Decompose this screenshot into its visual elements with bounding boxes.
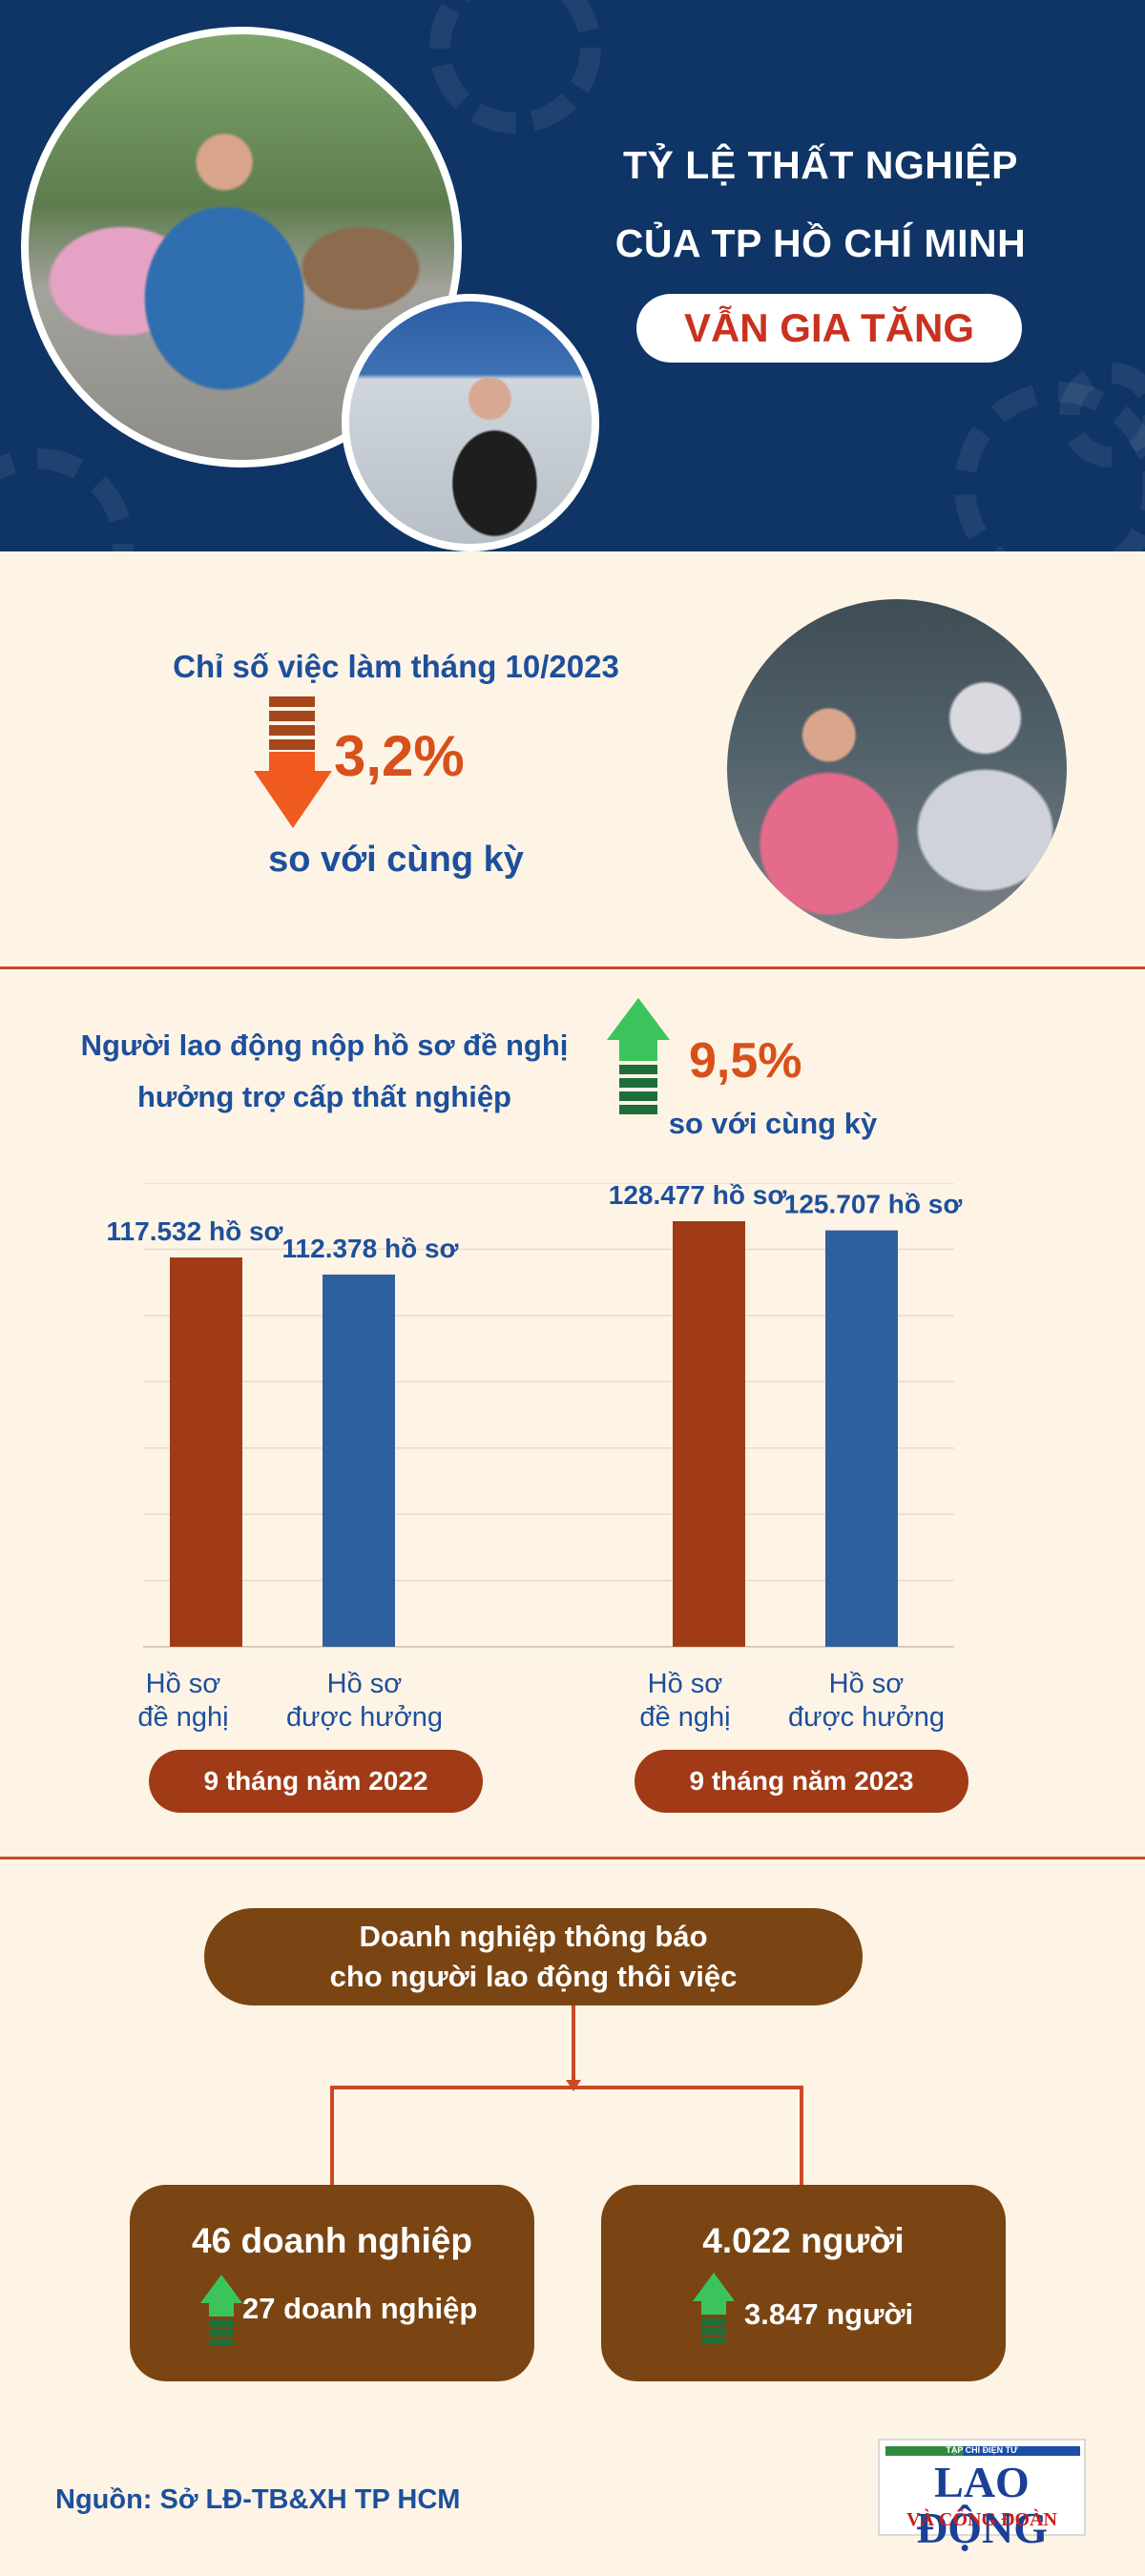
bar-value-label: 125.707 hồ sơ xyxy=(784,1190,963,1219)
bar-duoc-huong-1 xyxy=(825,1230,898,1647)
gear-decoration xyxy=(0,448,134,551)
source-note: Nguồn: Sở LĐ-TB&XH TP HCM xyxy=(55,2484,461,2515)
bar-value-label: 128.477 hồ sơ xyxy=(609,1183,787,1210)
businesses-previous: 27 doanh nghiệp xyxy=(242,2292,478,2325)
section-divider xyxy=(0,1857,1145,1859)
connector-line xyxy=(800,2086,803,2185)
claims-title-line1: Người lao động nộp hồ sơ đề nghị xyxy=(80,1028,569,1062)
bar-category-label: Hồ sơ được hưởng xyxy=(286,1669,443,1733)
group-label-2023: 9 tháng năm 2023 xyxy=(635,1750,968,1813)
header-banner: TỶ LỆ THẤT NGHIỆP CỦA TP HỒ CHÍ MINH VẪN… xyxy=(0,0,1145,551)
bar-de-nghi-1 xyxy=(673,1221,745,1647)
connector-line xyxy=(330,2086,334,2185)
businesses-stat-box: 46 doanh nghiệp 27 doanh nghiệp xyxy=(130,2185,534,2381)
chart-svg: 117.532 hồ sơ 128.477 hồ sơ 112.378 hồ sơ 1… xyxy=(107,1180,963,1648)
jobs-index-title: Chỉ số việc làm tháng 10/2023 xyxy=(173,649,619,684)
bar-value-label: 112.378 hồ sơ xyxy=(282,1234,459,1263)
section-divider xyxy=(0,966,1145,969)
connector-line xyxy=(572,2005,575,2088)
layoffs-title: Doanh nghiệp thông báo cho người lao độn… xyxy=(204,1908,863,2005)
page-title-line2: CỦA TP HỒ CHÍ MINH xyxy=(614,221,1027,265)
workers-value: 4.022 người xyxy=(702,2221,905,2260)
title-highlight-badge: VẪN GIA TĂNG xyxy=(636,294,1022,363)
bar-category-label: Hồ sơ được hưởng xyxy=(788,1669,945,1733)
page-title-line1: TỶ LỆ THẤT NGHIỆP xyxy=(623,143,1018,187)
masked-workers-photo xyxy=(727,599,1067,939)
arrow-up-icon xyxy=(693,2273,735,2349)
claims-title-line2: hưởng trợ cấp thất nghiệp xyxy=(136,1080,511,1113)
publisher-logo: TẠP CHÍ ĐIỆN TỬ LAO ĐỘNG VÀ CÔNG ĐOÀN xyxy=(878,2439,1086,2551)
bar-category-label: Hồ sơ đề nghị xyxy=(137,1669,229,1733)
claims-comparison: so với cùng kỳ xyxy=(668,1107,878,1140)
workers-previous: 3.847 người xyxy=(744,2297,914,2331)
group-label-2022: 9 tháng năm 2022 xyxy=(149,1750,483,1813)
office-clerk-photo xyxy=(342,294,599,551)
jobs-index-change: 3,2% xyxy=(334,724,465,788)
bar-value-label: 117.532 hồ sơ xyxy=(107,1216,283,1246)
claims-bar-chart: 117.532 hồ sơ 128.477 hồ sơ 112.378 hồ sơ 1… xyxy=(0,1180,1145,1679)
workers-stat-box: 4.022 người 3.847 người xyxy=(601,2185,1006,2381)
arrow-up-icon xyxy=(607,998,670,1114)
arrow-down-icon xyxy=(254,696,332,840)
arrow-up-icon xyxy=(200,2275,242,2351)
bar-duoc-huong-0 xyxy=(323,1274,395,1647)
businesses-value: 46 doanh nghiệp xyxy=(192,2221,472,2260)
gear-decoration xyxy=(429,0,601,134)
bar-de-nghi-0 xyxy=(170,1257,242,1647)
connector-line xyxy=(330,2086,803,2089)
bar-category-label: Hồ sơ đề nghị xyxy=(639,1669,731,1733)
jobs-index-comparison: so với cùng kỳ xyxy=(268,840,524,880)
claims-change: 9,5% xyxy=(689,1033,802,1089)
